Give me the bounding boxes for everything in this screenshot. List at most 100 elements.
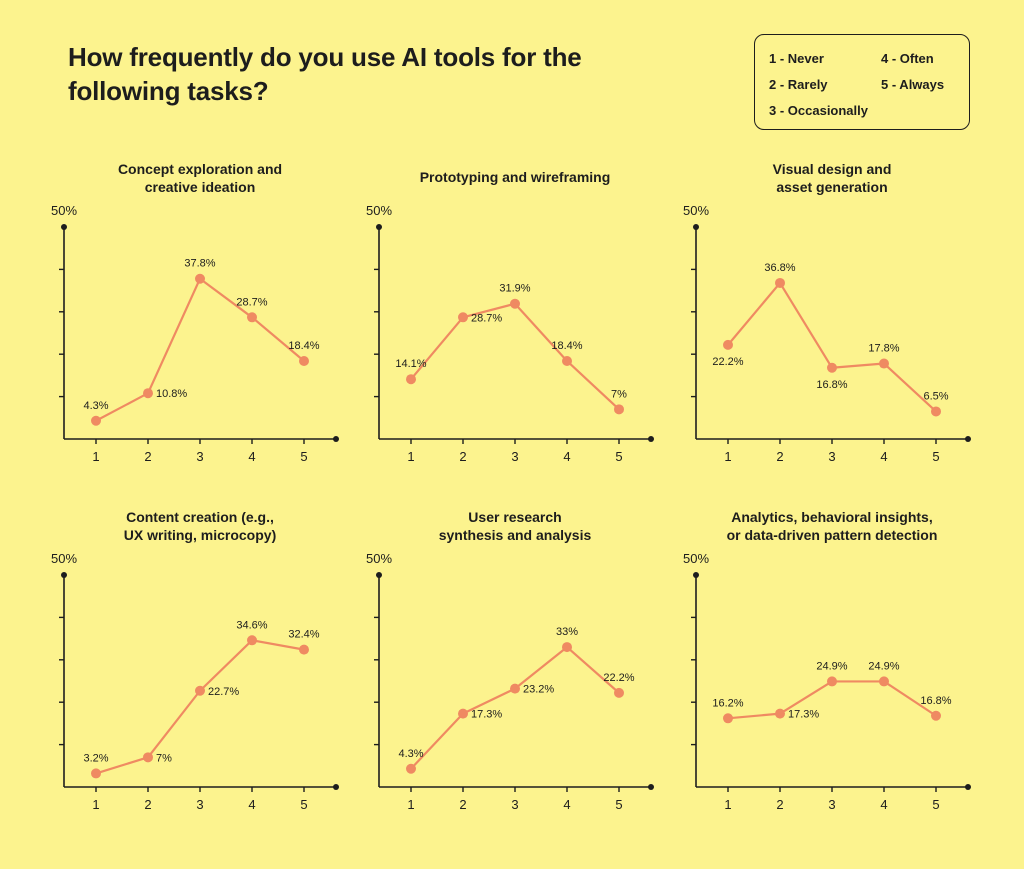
- x-tick-label: 1: [92, 449, 99, 464]
- data-label: 18.4%: [551, 340, 582, 352]
- data-label: 7%: [611, 388, 627, 400]
- x-tick-label: 2: [144, 797, 151, 812]
- series-line: [727, 680, 937, 720]
- data-label: 36.8%: [764, 262, 795, 274]
- data-label: 3.2%: [83, 752, 108, 764]
- x-tick-label: 2: [459, 449, 466, 464]
- x-axis-end-dot: [648, 436, 654, 442]
- data-point: [775, 708, 785, 719]
- x-tick-label: 4: [563, 449, 570, 464]
- y-axis-end-dot: [693, 224, 699, 230]
- data-point: [510, 298, 520, 309]
- x-tick-label: 5: [300, 449, 307, 464]
- data-label: 16.2%: [712, 697, 743, 709]
- data-point: [723, 713, 733, 724]
- data-point: [775, 277, 785, 288]
- chart-title: Analytics, behavioral insights, or data-…: [726, 509, 938, 543]
- data-label: 33%: [556, 626, 578, 638]
- line-chart: 50% 1 2 3 4 5 22.2% 36.8% 16.8% 17.8% 6.5%: [683, 203, 971, 464]
- data-point: [143, 752, 153, 763]
- chart-panel-2: Prototyping and wireframing 50% 1 2 3 4 5 14.1…: [345, 150, 685, 510]
- data-point: [247, 312, 257, 323]
- x-tick-label: 2: [459, 797, 466, 812]
- chart-title: Concept exploration and creative ideatio…: [117, 161, 283, 195]
- x-tick-label: 5: [615, 449, 622, 464]
- data-point: [510, 683, 520, 694]
- data-point: [614, 404, 624, 415]
- data-label: 17.8%: [868, 343, 899, 355]
- legend-item-occasionally: 3 - Occasionally: [769, 103, 868, 118]
- series-line: [95, 277, 305, 422]
- y-max-label: 50%: [366, 203, 392, 218]
- x-axis-end-dot: [965, 784, 971, 790]
- data-point: [195, 273, 205, 284]
- y-max-label: 50%: [51, 203, 77, 218]
- legend: 1 - Never 2 - Rarely 3 - Occasionally 4 …: [754, 34, 970, 130]
- legend-item-often: 4 - Often: [881, 51, 934, 66]
- y-max-label: 50%: [683, 203, 709, 218]
- data-label: 24.9%: [868, 660, 899, 672]
- line-chart: 50% 1 2 3 4 5 14.1% 28.7% 31.9% 18.4% 7%: [366, 203, 654, 464]
- line-chart: 50% 1 2 3 4 5 4.3% 17.3% 23.2% 33% 22.2%: [366, 551, 654, 812]
- x-tick-label: 1: [407, 797, 414, 812]
- x-tick-label: 1: [92, 797, 99, 812]
- x-tick-label: 2: [776, 449, 783, 464]
- chart-panel-5: User research synthesis and analysis 50%…: [345, 498, 685, 858]
- data-label: 23.2%: [523, 684, 554, 696]
- legend-item-never: 1 - Never: [769, 51, 824, 66]
- chart-title: Content creation (e.g., UX writing, micr…: [123, 509, 277, 543]
- x-tick-label: 5: [300, 797, 307, 812]
- x-tick-label: 3: [196, 797, 203, 812]
- y-axis-end-dot: [61, 224, 67, 230]
- data-label: 17.3%: [471, 709, 502, 721]
- data-point: [143, 388, 153, 399]
- data-point: [458, 708, 468, 719]
- x-axis-end-dot: [648, 784, 654, 790]
- data-point: [562, 355, 572, 366]
- series-line: [410, 302, 620, 411]
- y-max-label: 50%: [366, 551, 392, 566]
- data-label: 24.9%: [816, 660, 847, 672]
- data-label: 28.7%: [471, 312, 502, 324]
- data-point: [614, 687, 624, 698]
- data-point: [458, 312, 468, 323]
- x-tick-label: 5: [932, 449, 939, 464]
- x-tick-label: 3: [828, 797, 835, 812]
- series-line: [410, 645, 620, 770]
- chart-panel-1: Concept exploration and creative ideatio…: [30, 150, 370, 510]
- legend-item-always: 5 - Always: [881, 77, 945, 92]
- data-label: 34.6%: [236, 619, 267, 631]
- data-label: 22.2%: [712, 356, 743, 368]
- x-tick-label: 3: [511, 797, 518, 812]
- x-tick-label: 4: [880, 449, 887, 464]
- chart-panel-3: Visual design and asset generation 50% 1 2…: [662, 150, 1002, 510]
- x-tick-label: 3: [196, 449, 203, 464]
- data-label: 31.9%: [499, 283, 530, 295]
- x-tick-label: 2: [776, 797, 783, 812]
- line-chart: 50% 1 2 3 4 5 16.2% 17.3% 24.9% 24.9% 16.8%: [683, 551, 971, 812]
- x-tick-label: 4: [248, 449, 255, 464]
- data-point: [247, 635, 257, 646]
- data-label: 16.8%: [816, 379, 847, 391]
- data-point: [562, 642, 572, 653]
- x-tick-label: 4: [563, 797, 570, 812]
- y-axis-end-dot: [376, 224, 382, 230]
- data-point: [827, 676, 837, 687]
- series-line: [727, 281, 937, 413]
- y-max-label: 50%: [51, 551, 77, 566]
- data-label: 22.7%: [208, 686, 239, 698]
- x-axis-end-dot: [965, 436, 971, 442]
- data-point: [879, 676, 889, 687]
- data-point: [931, 710, 941, 721]
- main-title: How frequently do you use AI tools for t…: [68, 42, 582, 106]
- x-tick-label: 5: [932, 797, 939, 812]
- data-point: [91, 768, 101, 779]
- y-max-label: 50%: [683, 551, 709, 566]
- data-point: [406, 763, 416, 774]
- data-label: 28.7%: [236, 296, 267, 308]
- data-label: 18.4%: [288, 340, 319, 352]
- data-point: [406, 374, 416, 385]
- line-chart: 50% 1 2 3 4 5 4.3% 10.8% 37.8% 28.7% 18.4%: [51, 203, 339, 464]
- data-label: 17.3%: [788, 709, 819, 721]
- line-chart: 50% 1 2 3 4 5 3.2% 7% 22.7% 34.6% 32.4%: [51, 551, 339, 812]
